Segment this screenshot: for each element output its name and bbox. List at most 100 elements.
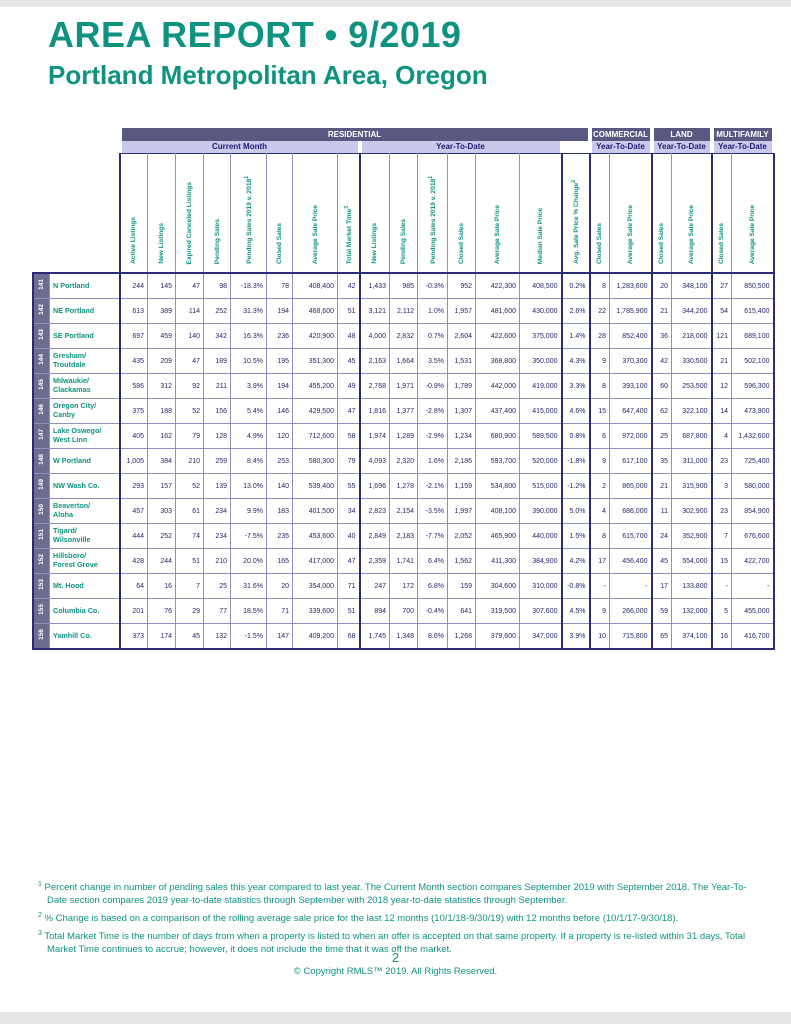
table-cell: -1.2% [560,473,590,499]
subsection-header: Year-To-Date [711,141,774,154]
table-cell: -7.5% [230,523,267,549]
area-number-cell: 152 [32,548,50,574]
area-report-table: RESIDENTIAL COMMERCIAL LAND MULTIFAMILY Curr… [32,128,775,650]
column-header: Pending Sales 2019 v. 20181 [230,153,267,274]
table-cell: 28 [588,323,610,349]
table-cell: 71 [337,573,360,599]
table-cell: 1,234 [447,423,476,449]
table-cell: 374,100 [671,623,712,650]
table-cell: 700 [389,598,418,624]
footnote-3-text: Total Market Time is the number of days … [44,931,746,955]
title-block: AREA REPORT • 9/2019 Portland Metropolit… [48,14,488,91]
table-cell: 8 [588,523,610,549]
table-cell: 7 [175,573,204,599]
footnote-1-marker: 1 [38,881,42,888]
table-row: 155 Columbia Co. 201 76 29 77 18.5% 71 339,600 51… [32,598,775,624]
table-cell: 1,957 [447,298,476,324]
area-number-label: 147 [38,429,45,440]
table-cell: 375,000 [519,323,562,349]
table-cell: -2.9% [417,423,448,449]
table-cell: 429,500 [292,398,338,424]
table-cell: 985 [389,272,418,299]
area-number-label: 153 [38,579,45,590]
table-cell: 312 [147,373,176,399]
section-header-residential: RESIDENTIAL [119,128,590,141]
table-cell: 3.9% [560,623,590,650]
area-number-cell: 148 [32,448,50,474]
table-cell: 1.4% [560,323,590,349]
scan-edge-top [0,0,791,7]
table-cell: 2,154 [389,498,418,524]
table-row: 149 NW Wash Co. 293 157 52 139 13.0% 140 539,400… [32,473,775,499]
table-cell: -1.5% [230,623,267,650]
table-cell: 210 [203,548,231,574]
table-cell: 1,005 [118,448,148,474]
area-number-cell: 155 [32,598,50,624]
table-cell: 45 [650,548,672,574]
table-cell: 647,400 [609,398,652,424]
table-cell: 36 [650,323,672,349]
table-cell: 132,000 [671,598,712,624]
table-cell: 253,500 [671,373,712,399]
table-cell: 1,974 [358,423,390,449]
section-header-label: MULTIFAMILY [713,128,772,141]
table-cell: 330,500 [671,348,712,374]
table-cell: 613 [118,298,148,324]
area-number-label: 155 [38,604,45,615]
table-cell: 52 [175,398,204,424]
table-cell: 4,000 [358,323,390,349]
area-name-cell: SE Portland [49,323,120,349]
table-cell: 40 [337,523,360,549]
table-cell: 49 [337,373,360,399]
table-cell: 188 [147,398,176,424]
table-cell: 68 [337,623,360,650]
table-cell: 16 [710,623,732,650]
table-cell: 76 [147,598,176,624]
table-cell: 195 [266,348,293,374]
table-cell: 442,000 [475,373,520,399]
table-row: 144 Gresham/ Troutdale 435 209 47 189 10.5% 195… [32,348,775,374]
table-cell: 697 [118,323,148,349]
table-cell: 15 [710,548,732,574]
table-cell: -18.3% [230,272,267,299]
page-title: AREA REPORT • 9/2019 [48,14,462,55]
table-cell: 368,800 [475,348,520,374]
subsection-header: Year-To-Date [651,141,712,154]
area-number-cell: 156 [32,623,50,650]
table-cell: 183 [266,498,293,524]
table-cell: 21 [650,298,672,324]
table-cell: 47 [337,398,360,424]
table-cell: -2.1% [417,473,448,499]
table-cell: 156 [203,398,231,424]
subsection-header-label: Year-To-Date [361,141,560,153]
table-cell: 4,093 [358,448,390,474]
table-cell: 1,745 [358,623,390,650]
table-cell: 51 [337,598,360,624]
column-header-label: Closed Sales [718,222,726,264]
area-number-cell: 142 [32,298,50,324]
table-cell: 78 [266,272,293,299]
table-cell: 71 [266,598,293,624]
table-cell: 393,100 [609,373,652,399]
table-cell: 234 [203,498,231,524]
column-header: Avg. Sale Price % Change2 [560,153,590,274]
table-cell: 234 [203,523,231,549]
table-row: 141 N Portland 244 145 47 98 -18.3% 78 408,400 42… [32,272,775,299]
column-header-label: Average Sale Price [311,204,319,264]
table-cell: 2,359 [358,548,390,574]
area-name-cell: Lake Oswego/ West Linn [49,423,120,449]
table-cell: 1,696 [358,473,390,499]
table-cell: -0.8% [560,573,590,599]
table-cell: 14 [710,398,732,424]
table-cell: 3.3% [560,373,590,399]
table-cell: -2.8% [417,398,448,424]
table-row: 153 Mt. Hood 64 16 7 25 31.6% 20 354,000 71 247 172… [32,573,775,599]
area-number-label: 142 [38,304,45,315]
table-cell: 2,163 [358,348,390,374]
column-header: Closed Sales [588,153,610,274]
table-cell: 1,741 [389,548,418,574]
table-cell: 58 [337,423,360,449]
table-cell: 252 [203,298,231,324]
table-cell: 77 [203,598,231,624]
table-cell: 23 [710,498,732,524]
